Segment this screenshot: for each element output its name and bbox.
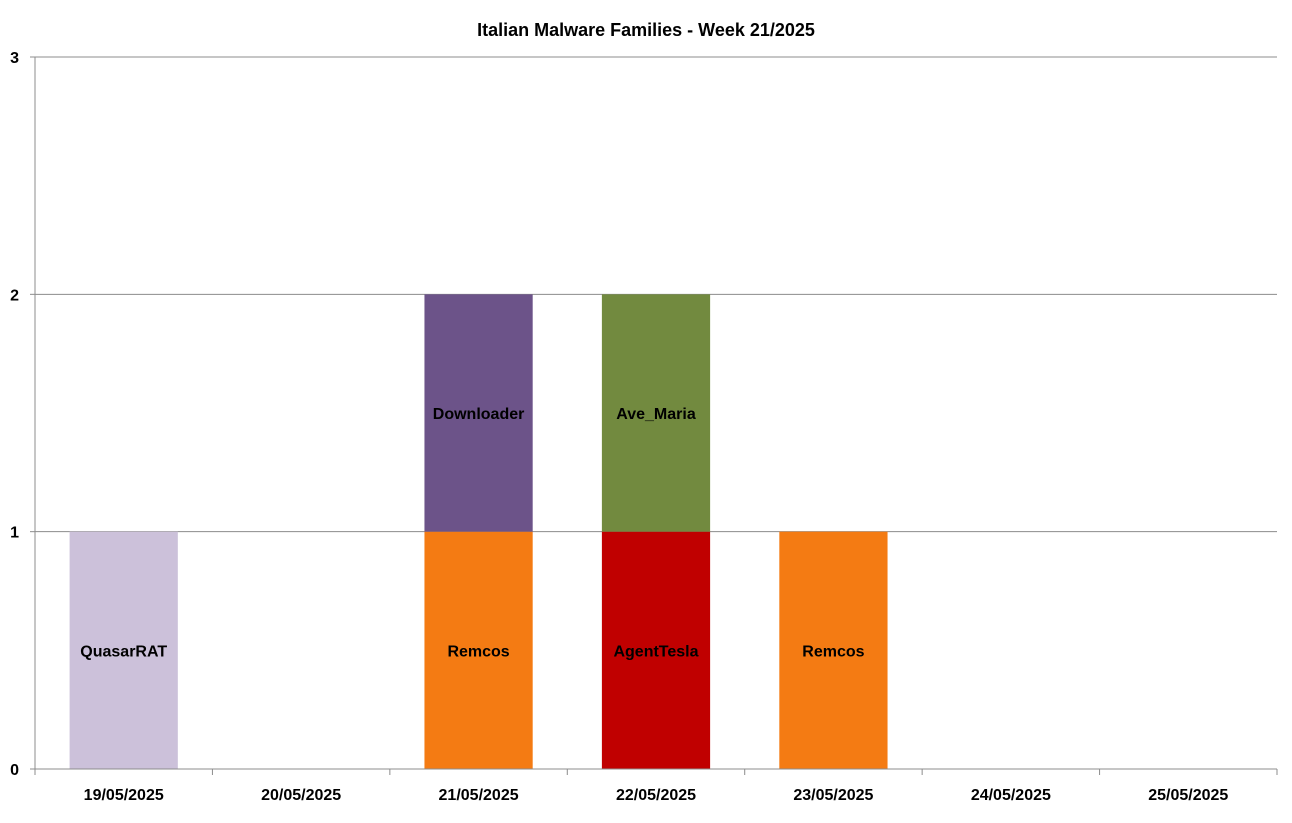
bar-segment-22-05-2025-ave_maria [601, 294, 711, 532]
chart-title: Italian Malware Families - Week 21/2025 [477, 20, 815, 40]
x-tick-label-25-05-2025: 25/05/2025 [1148, 787, 1228, 804]
bar-segment-23-05-2025-remcos [779, 531, 888, 769]
x-tick-label-23-05-2025: 23/05/2025 [793, 787, 873, 804]
x-tick-label-19-05-2025: 19/05/2025 [84, 787, 164, 804]
segment-label-quasarrat: QuasarRAT [80, 643, 167, 660]
segment-labels: QuasarRAT Remcos Downloader AgentTesla Ave_M… [80, 406, 864, 660]
y-tick-label-3: 3 [10, 50, 19, 67]
bar-segment-22-05-2025-agenttesla [601, 531, 711, 769]
segment-label-remcos: Remcos [802, 643, 864, 660]
x-axis-ticks: 19/05/2025 20/05/2025 21/05/2025 22/05/2025… [34, 769, 1278, 804]
segment-label-agenttesla: AgentTesla [613, 643, 698, 660]
segment-label-downloader: Downloader [433, 406, 525, 423]
y-tick-label-2: 2 [10, 287, 19, 304]
bar-segment-19-05-2025-quasarrat [69, 531, 178, 769]
segment-label-ave_maria: Ave_Maria [616, 406, 696, 423]
bar-segment-21-05-2025-downloader [424, 294, 533, 532]
x-tick-label-24-05-2025: 24/05/2025 [971, 787, 1051, 804]
bars [69, 294, 888, 769]
segment-label-remcos: Remcos [447, 643, 509, 660]
bar-segment-21-05-2025-remcos [424, 531, 533, 769]
axes [34, 57, 1277, 770]
y-tick-label-1: 1 [10, 525, 19, 542]
x-tick-label-21-05-2025: 21/05/2025 [439, 787, 519, 804]
y-tick-label-0: 0 [10, 762, 19, 779]
x-tick-label-22-05-2025: 22/05/2025 [616, 787, 696, 804]
x-tick-label-20-05-2025: 20/05/2025 [261, 787, 341, 804]
y-axis-ticks: 0 1 2 3 [10, 50, 35, 779]
